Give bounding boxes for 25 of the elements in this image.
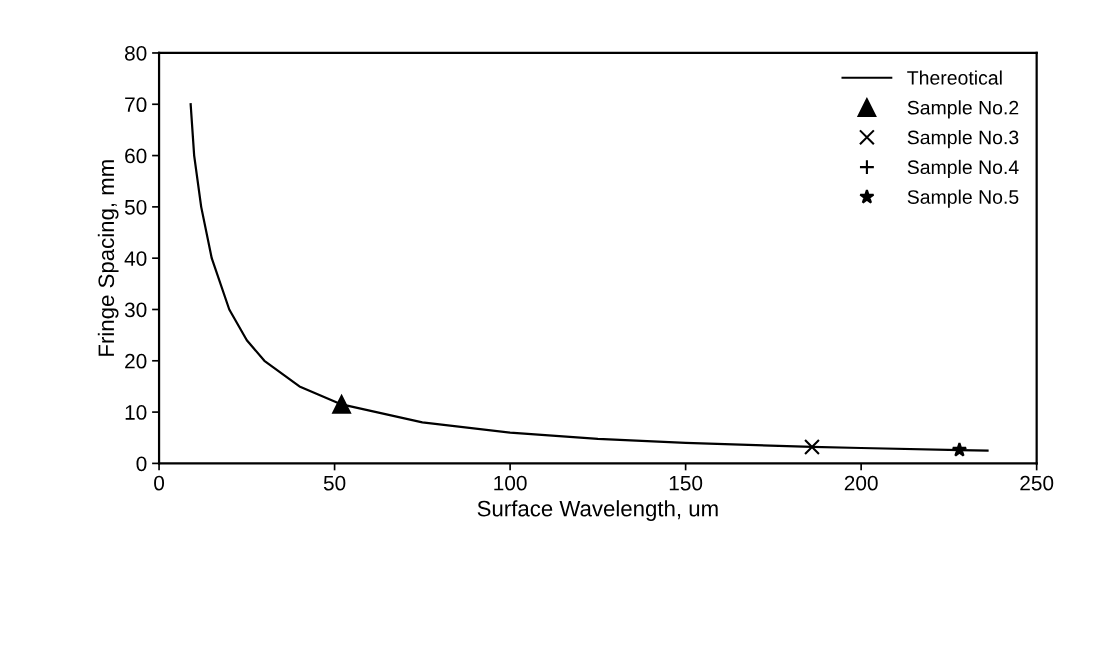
x-tick-label: 100 [494,475,527,491]
x-tick-label: 150 [669,475,703,491]
y-tick-label: 0 [136,456,147,472]
legend-label: Sample No.4 [907,159,1019,178]
legend-label: Thereotical [907,70,1002,85]
y-tick-label: 20 [125,353,147,369]
y-axis-title: Fringe Spacing, mm [97,160,119,356]
legend-label: Sample No.5 [907,189,1019,208]
legend-label: Sample No.2 [907,100,1019,119]
point [951,442,968,457]
y-tick-label: 40 [124,251,147,266]
x-tick-label: 0 [154,475,165,491]
x-tick-label: 50 [323,475,346,491]
x-axis-title: Surface Wavelength, um [477,500,718,521]
y-tick-label: 10 [125,405,147,420]
y-tick-label: 80 [124,45,147,61]
y-tick-label: 30 [124,302,147,318]
y-tick-label: 50 [124,199,147,215]
legend-label: Sample No.3 [907,130,1019,149]
x-tick-label: 250 [1020,475,1054,491]
point [804,439,820,455]
y-tick-label: 70 [125,97,147,113]
x-tick-label: 200 [844,475,878,491]
y-tick-label: 60 [125,148,147,164]
point [332,395,351,414]
